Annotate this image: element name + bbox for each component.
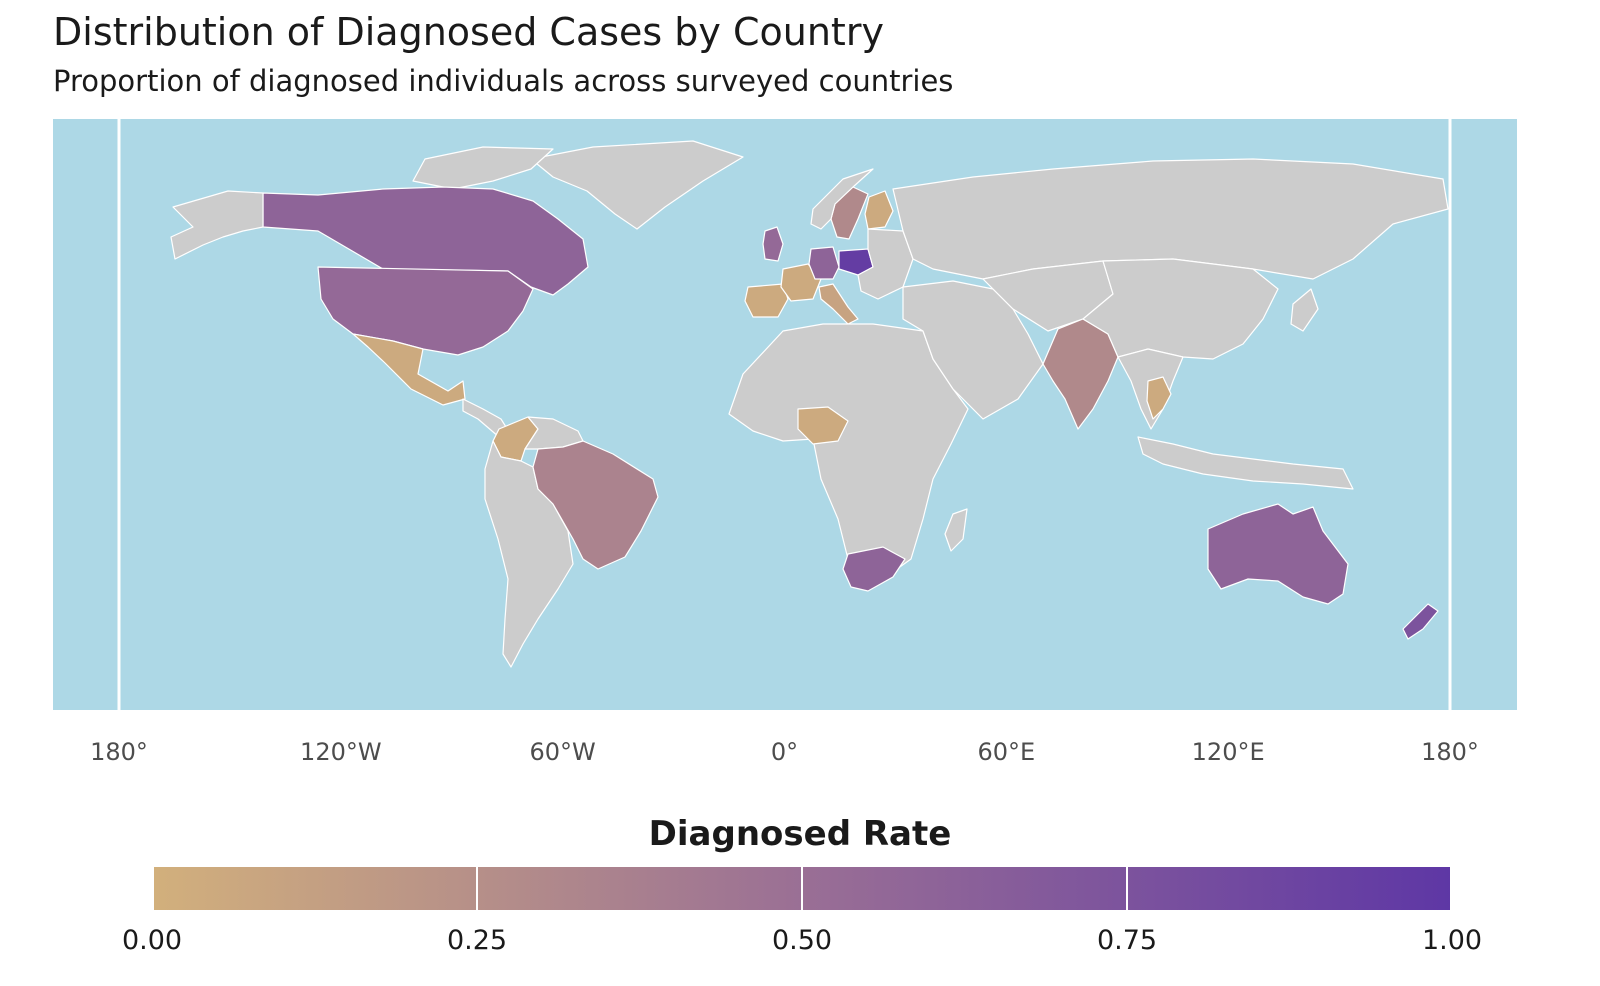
country-new-zealand: [1402, 603, 1439, 640]
lon-tick-label: 120°E: [1191, 738, 1265, 766]
country-africa: [728, 323, 969, 590]
country-alaska: [170, 190, 264, 260]
legend-tick-label: 1.00: [1421, 925, 1483, 956]
country-thailand: [1146, 376, 1172, 420]
country-canada: [262, 186, 589, 296]
lon-tick-label: 0°: [770, 738, 799, 766]
country-japan: [1290, 288, 1319, 332]
country-finland: [864, 190, 894, 230]
country-china: [1082, 258, 1279, 360]
world-map: [53, 119, 1517, 710]
chart-title: Distribution of Diagnosed Cases by Count…: [53, 10, 884, 54]
lon-tick-label: 180°: [90, 738, 148, 766]
country-italy: [818, 283, 859, 325]
country-norway: [810, 168, 874, 230]
country-russia: [892, 158, 1449, 280]
country-mexico: [352, 333, 466, 406]
legend-title: Diagnosed Rate: [648, 814, 952, 854]
legend-tick-label: 0.75: [1096, 925, 1158, 956]
country-united-states: [317, 266, 534, 356]
country-india: [1042, 318, 1119, 430]
lon-tick-label: 60°W: [529, 738, 596, 766]
legend-tick-label: 0.25: [446, 925, 508, 956]
legend-tick-label: 0.50: [771, 925, 833, 956]
country-indonesia: [1137, 436, 1354, 490]
legend-tick-label: 0.00: [121, 925, 183, 956]
country-france: [780, 263, 822, 302]
lon-tick-label: 60°E: [977, 738, 1036, 766]
country-australia: [1207, 503, 1349, 605]
country-germany: [808, 246, 840, 280]
country-canada-arctic: [412, 146, 554, 190]
country-nigeria: [797, 406, 849, 445]
chart-subtitle: Proportion of diagnosed individuals acro…: [53, 64, 954, 98]
legend-colorbar: [152, 867, 1452, 910]
country-south-africa: [842, 546, 906, 592]
country-sweden: [830, 186, 869, 240]
country-greenland: [530, 140, 744, 230]
country-madagascar: [944, 508, 968, 552]
lon-tick-label: 120°W: [300, 738, 382, 766]
country-brazil: [532, 440, 659, 570]
lon-tick-label: 180°: [1421, 738, 1479, 766]
country-united-kingdom: [762, 226, 784, 262]
